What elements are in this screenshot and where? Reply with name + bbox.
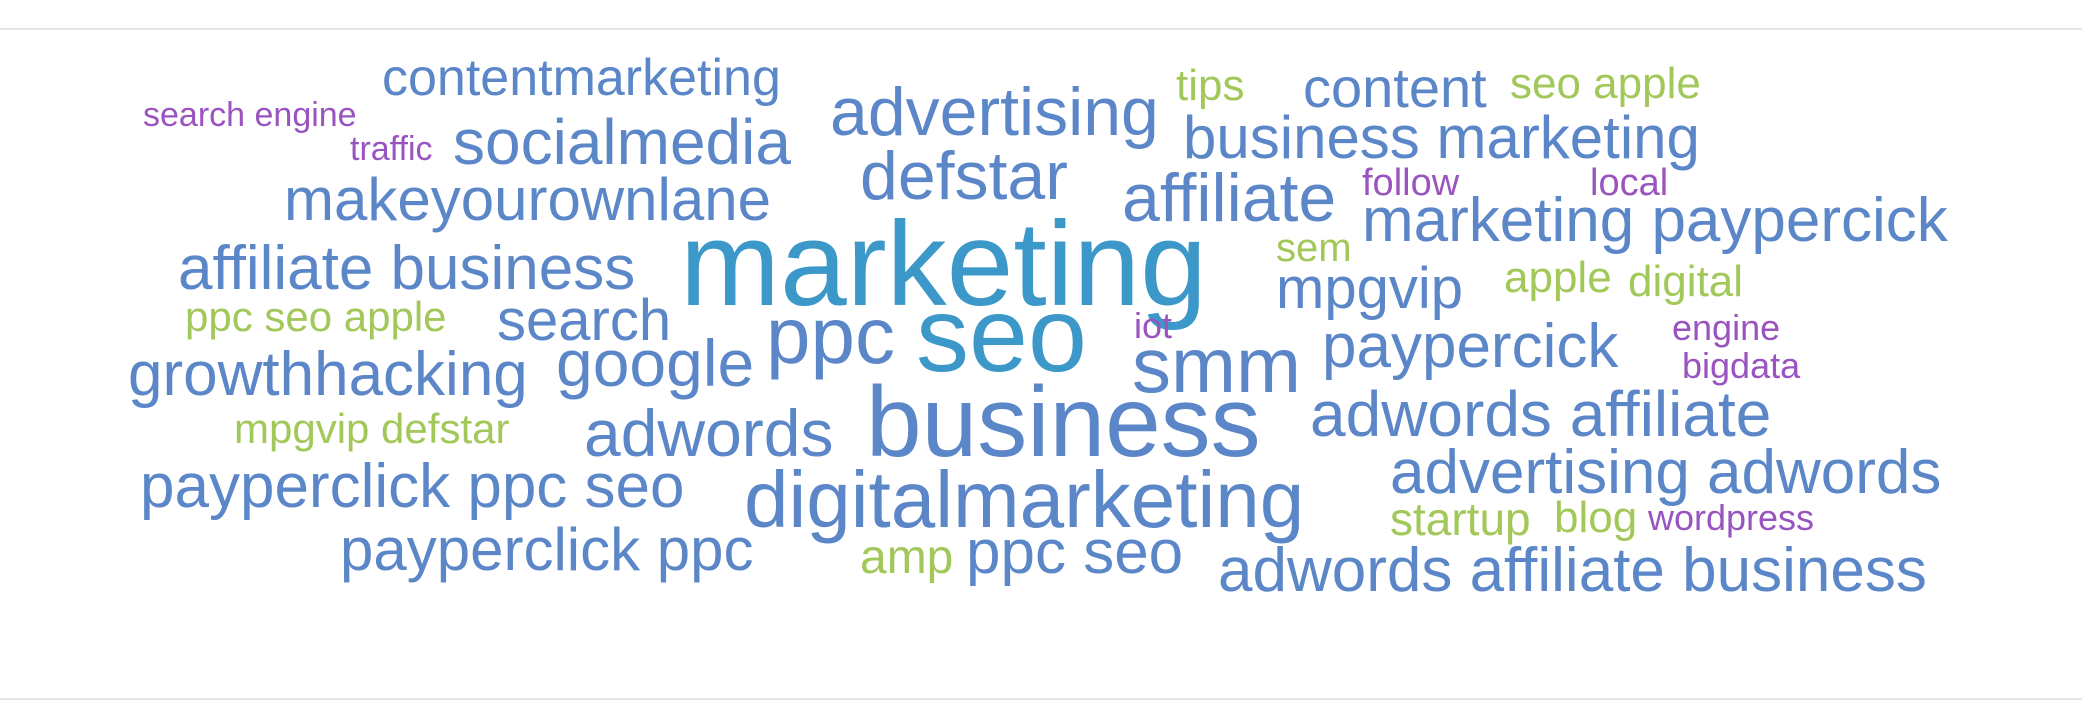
word-business-marketing: business marketing — [1183, 104, 1700, 171]
word-sem: sem — [1276, 226, 1352, 270]
bottom-divider — [0, 698, 2082, 700]
word-traffic: traffic — [350, 130, 433, 168]
word-mpgvip: mpgvip — [1276, 256, 1463, 321]
word-tips: tips — [1176, 61, 1245, 110]
word-seo: seo — [916, 276, 1087, 394]
word-growthhacking: growthhacking — [128, 340, 528, 409]
word-adwords-affiliate-business: adwords affiliate business — [1218, 536, 1927, 605]
word-search-engine: search engine — [143, 96, 357, 134]
word-amp: amp — [860, 531, 954, 584]
word-smm: smm — [1132, 321, 1301, 409]
word-local: local — [1590, 162, 1669, 204]
word-paypercick: paypercick — [1322, 312, 1619, 381]
word-engine: engine — [1672, 307, 1781, 348]
word-payperclick-ppc: payperclick ppc — [340, 516, 754, 583]
word-search: search — [497, 288, 672, 353]
word-ppc-seo-apple: ppc seo apple — [185, 293, 447, 340]
word-socialmedia: socialmedia — [453, 106, 791, 178]
word-adwords-affiliate: adwords affiliate — [1310, 378, 1772, 450]
word-marketing: marketing — [680, 197, 1207, 331]
word-seo-apple: seo apple — [1510, 59, 1701, 108]
word-affiliate-business: affiliate business — [178, 234, 636, 303]
word-ppc-seo: ppc seo — [966, 518, 1184, 587]
word-business: business — [866, 366, 1261, 478]
word-makeyourownlane: makeyourownlane — [284, 166, 771, 233]
word-adwords: adwords — [584, 396, 834, 470]
word-digitalmarketing: digitalmarketing — [744, 455, 1305, 544]
word-payperclick-ppc-seo: payperclick ppc seo — [140, 452, 685, 521]
word-bigdata: bigdata — [1682, 345, 1801, 386]
word-contentmarketing: contentmarketing — [382, 49, 781, 107]
word-defstar: defstar — [860, 138, 1068, 214]
word-marketing-paypercick: marketing paypercick — [1362, 186, 1948, 255]
word-apple: apple — [1504, 253, 1612, 302]
word-advertising: advertising — [830, 74, 1159, 150]
top-divider — [0, 28, 2082, 30]
word-mpgvip-defstar: mpgvip defstar — [234, 405, 510, 452]
word-affiliate: affiliate — [1122, 160, 1337, 236]
word-startup: startup — [1390, 493, 1531, 545]
word-blog: blog — [1554, 493, 1638, 542]
word-follow: follow — [1362, 162, 1460, 204]
word-content: content — [1303, 56, 1487, 119]
word-google: google — [556, 326, 755, 400]
word-advertising-adwords: advertising adwords — [1390, 438, 1942, 507]
word-digital: digital — [1628, 257, 1743, 306]
word-iot: iot — [1134, 305, 1173, 346]
word-wordpress: wordpress — [1648, 497, 1815, 538]
word-ppc: ppc — [766, 291, 895, 380]
